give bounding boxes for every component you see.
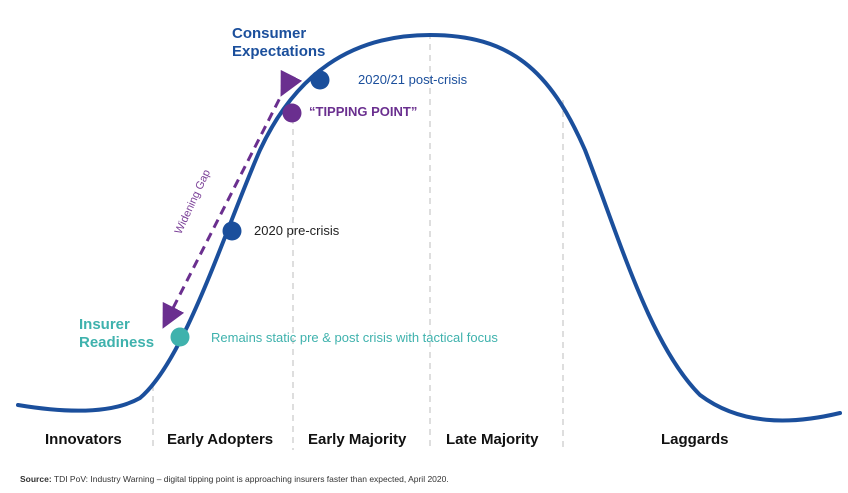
consumer-expectations-line1: Consumer [232,25,307,42]
insurer-readiness-line1: Insurer [79,316,130,333]
widening-gap-arrow [162,69,303,329]
tipping-point-marker [282,103,302,123]
segment-early-majority: Early Majority [308,431,407,448]
tipping-point-label: “TIPPING POINT” [309,104,418,119]
consumer-expectations-line2: Expectations [232,43,326,60]
pre-crisis-label: 2020 pre-crisis [254,223,340,238]
source-label: Source: [20,474,52,484]
pre-crisis-point [222,221,242,241]
insurer-readiness-line2: Readiness [79,334,155,351]
insurer-readiness-label: Insurer Readiness [79,316,154,352]
insurer-readiness-point [170,327,190,347]
source-text: TDI PoV: Industry Warning – digital tipp… [53,474,449,484]
segment-laggards: Laggards [661,431,729,448]
segment-late-majority: Late Majority [446,431,539,448]
consumer-expectations-label: Consumer Expectations [232,25,325,61]
adoption-curve [16,32,842,423]
post-crisis-label: 2020/21 post-crisis [358,72,468,87]
segment-innovators: Innovators [45,431,122,448]
segment-early-adopters: Early Adopters [167,431,274,448]
source-note: Source: TDI PoV: Industry Warning – digi… [20,474,449,484]
static-label: Remains static pre & post crisis with ta… [211,330,498,345]
post-crisis-point [310,70,330,90]
